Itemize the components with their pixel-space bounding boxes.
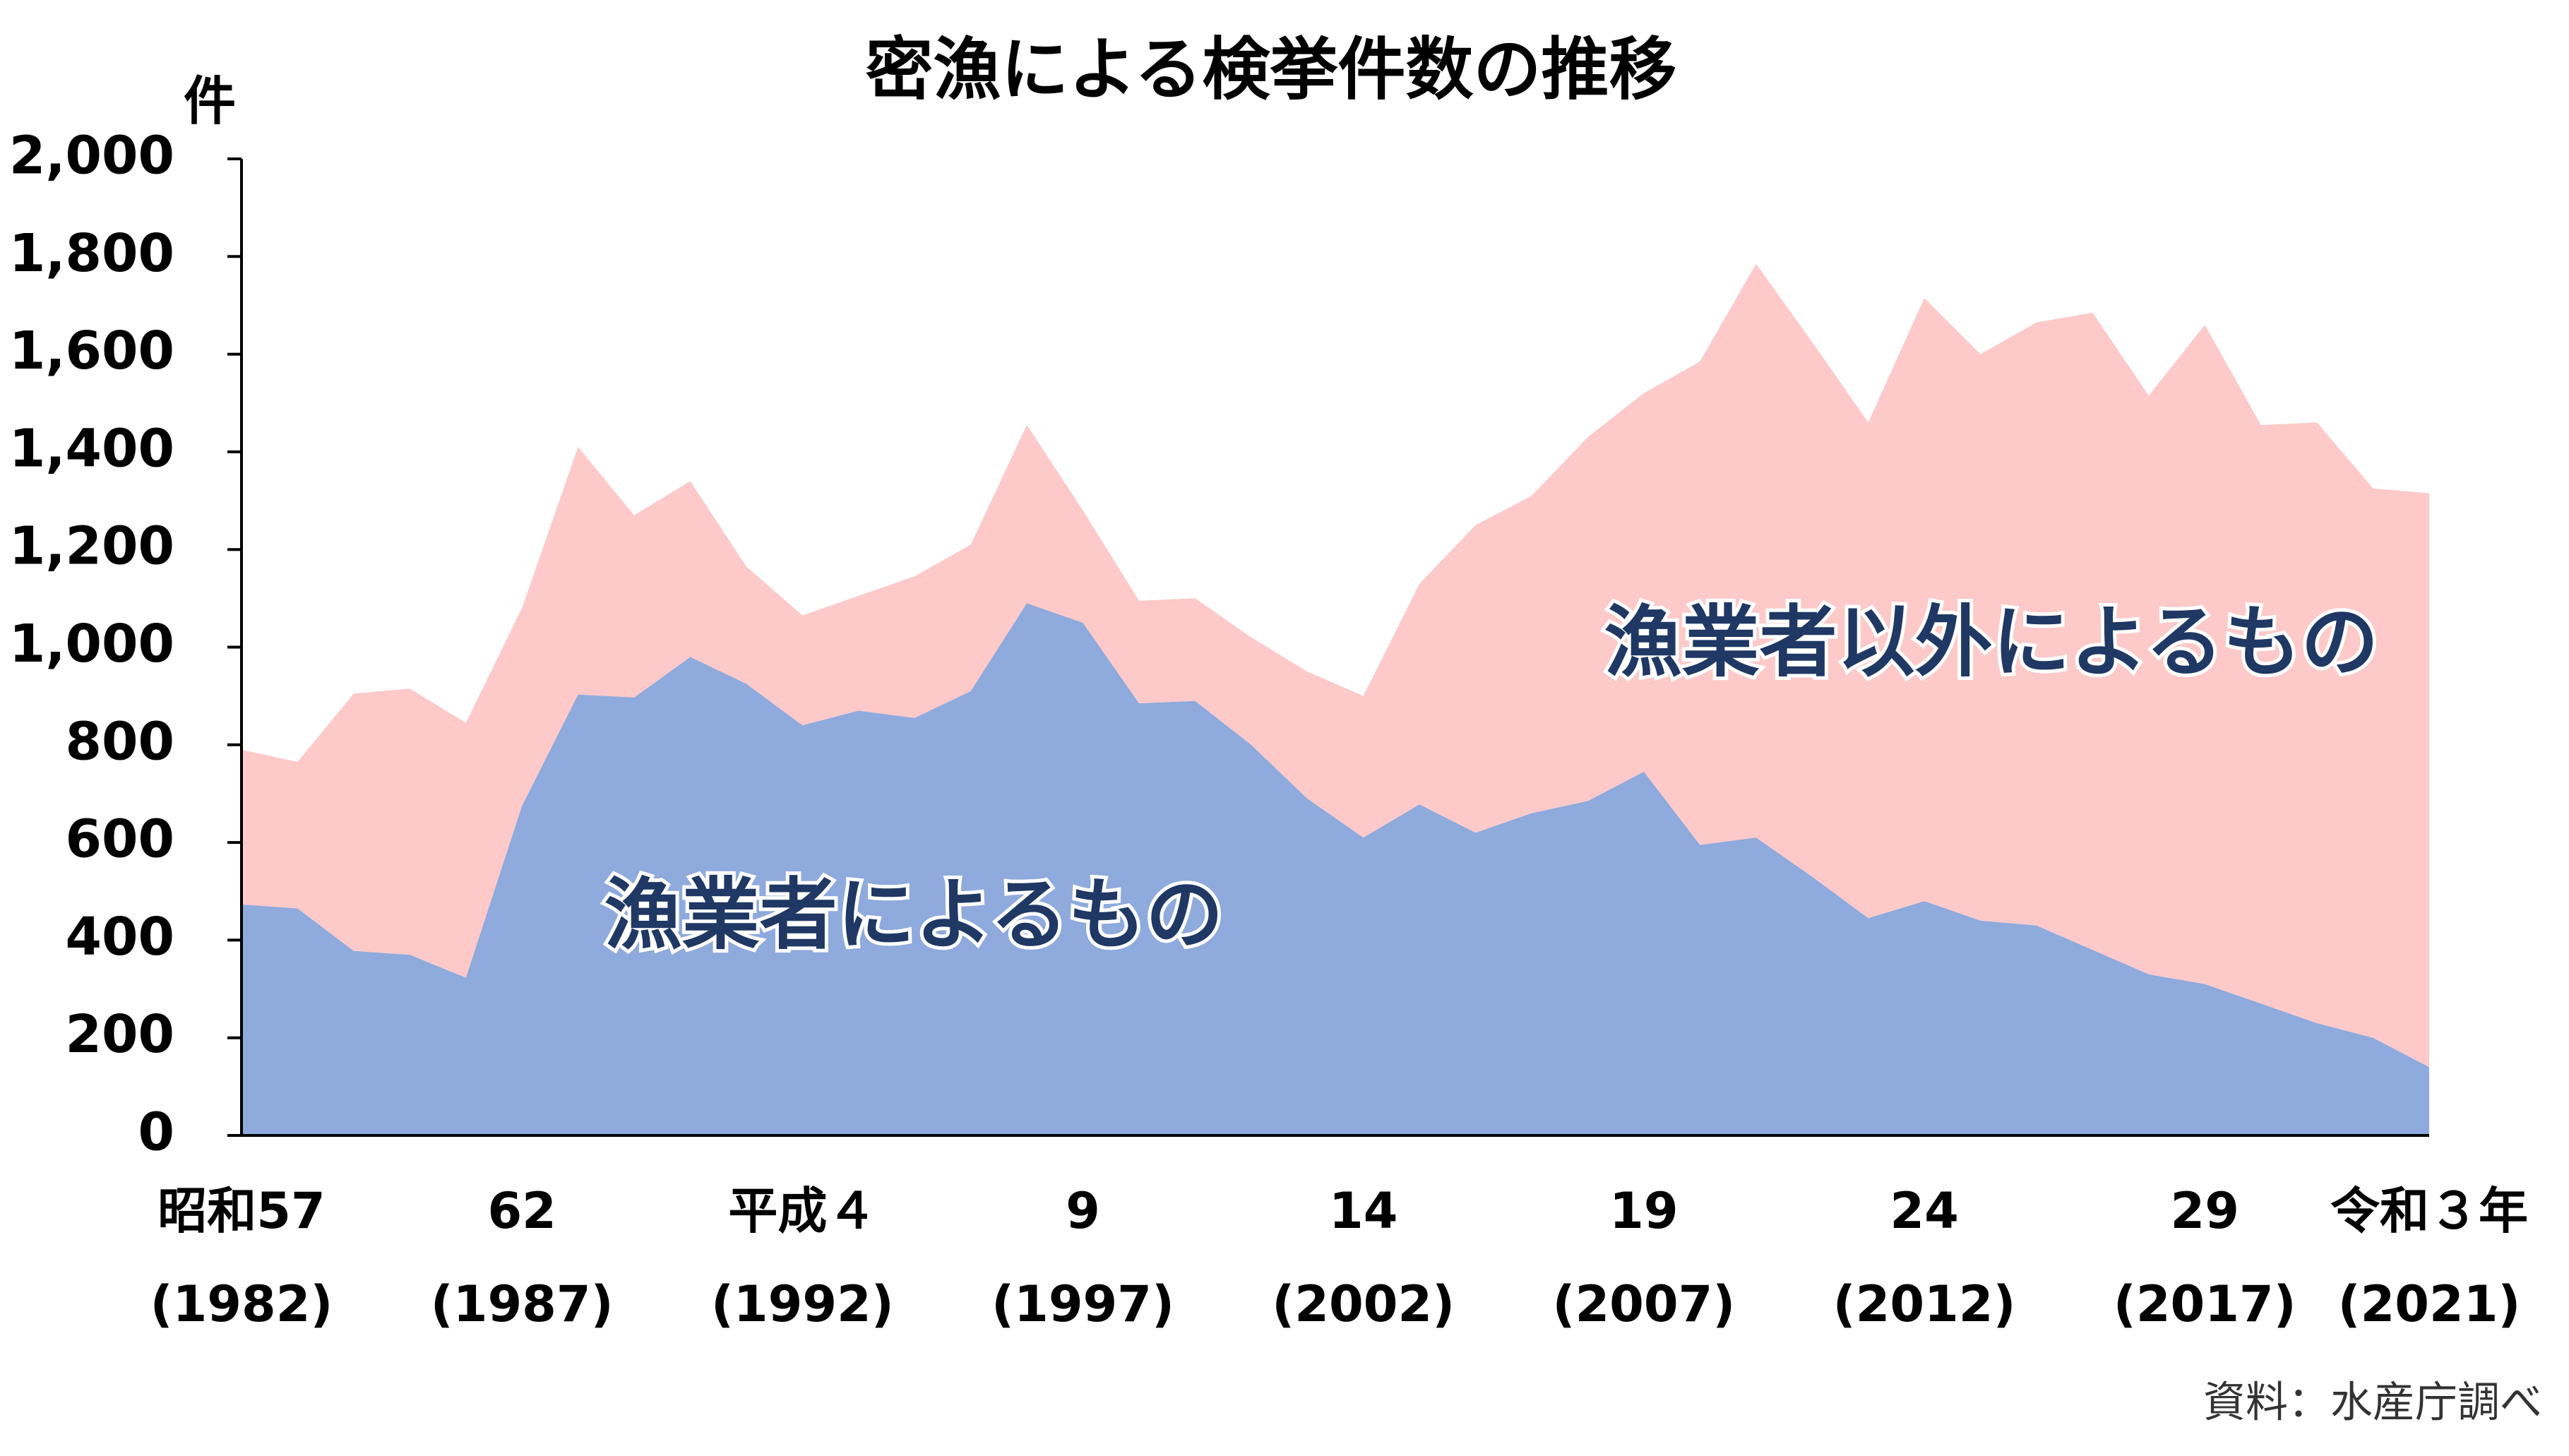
x-tick-year: (2021) (2338, 1275, 2521, 1333)
x-tick-year: (1987) (431, 1275, 614, 1333)
x-tick-label: 19 (1609, 1182, 1678, 1240)
y-tick-label: 1,400 (9, 418, 174, 479)
x-tick-label: 9 (1066, 1182, 1100, 1240)
y-axis-unit: 件 (184, 71, 236, 132)
x-tick-year: (1992) (711, 1275, 894, 1333)
chart-title: 密漁による検挙件数の推移 (865, 30, 1676, 109)
series-label: 漁業者によるもの (604, 869, 1224, 960)
x-tick-year: (2007) (1552, 1275, 1735, 1333)
y-tick-label: 600 (66, 809, 174, 870)
x-tick-year: (2017) (2114, 1275, 2296, 1333)
x-tick-year: (1982) (150, 1275, 333, 1333)
x-tick-label: 62 (487, 1182, 556, 1240)
y-tick-label: 1,600 (9, 321, 174, 381)
y-tick-label: 800 (66, 711, 174, 772)
y-tick-label: 1,800 (9, 223, 174, 284)
area (242, 603, 2429, 1135)
y-tick-label: 1,000 (9, 614, 174, 674)
x-tick-label: 14 (1329, 1182, 1397, 1240)
x-tick-label: 24 (1890, 1182, 1958, 1240)
y-tick-label: 200 (66, 1004, 174, 1065)
x-tick-label: 令和３年 (2330, 1182, 2528, 1240)
x-tick-year: (2012) (1833, 1275, 2016, 1333)
y-tick-label: 1,200 (9, 516, 174, 577)
x-tick-label: 昭和57 (157, 1182, 325, 1240)
x-tick-label: 平成４ (728, 1182, 876, 1240)
x-tick-label: 29 (2171, 1182, 2239, 1240)
x-tick-year: (2002) (1272, 1275, 1455, 1333)
area (242, 263, 2429, 1068)
x-tick-year: (1997) (991, 1275, 1174, 1333)
source-note: 資料：水産庁調べ (2203, 1378, 2542, 1428)
y-tick-label: 0 (138, 1102, 175, 1163)
y-tick-label: 2,000 (9, 126, 174, 186)
series-label: 漁業者以外によるもの (1604, 597, 2379, 687)
y-tick-label: 400 (66, 907, 174, 967)
